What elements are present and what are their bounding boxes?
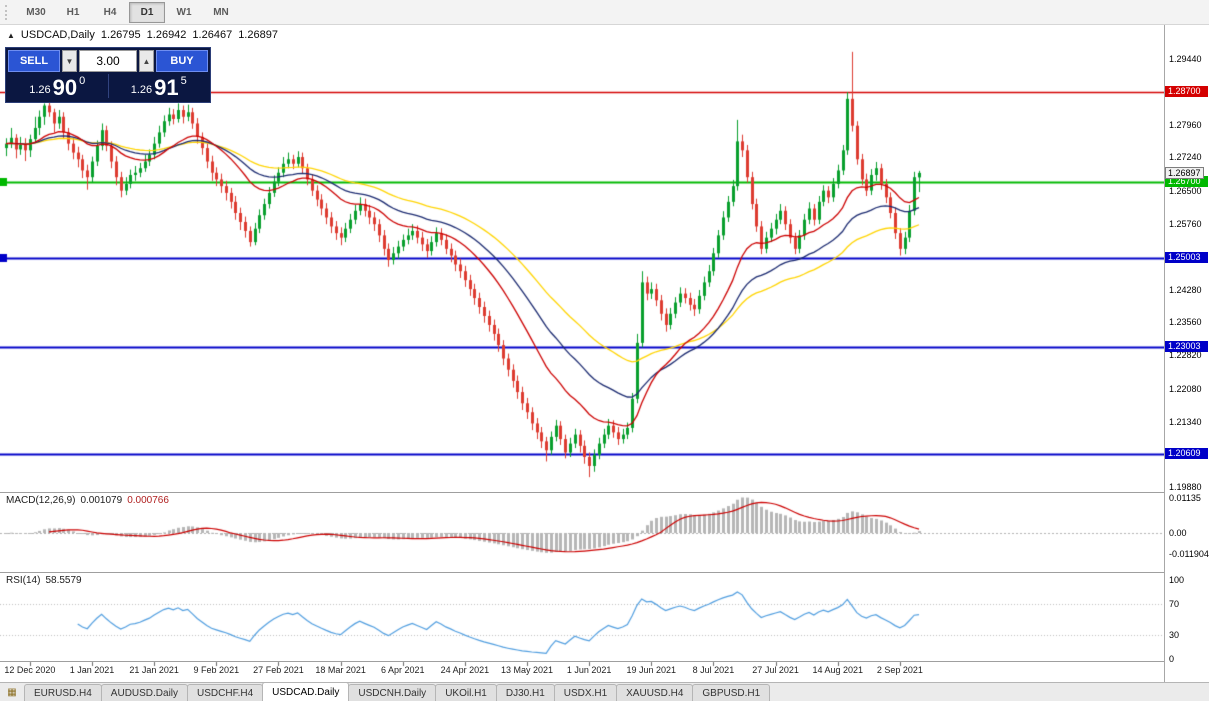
buy-price-prefix: 1.26 (130, 84, 153, 96)
timeframe-button-mn[interactable]: MN (213, 6, 229, 18)
chart-symbol-label: USDCAD,Daily (20, 29, 95, 41)
ohlc-high: 1.26942 (146, 29, 187, 41)
date-label: 13 May 2021 (500, 665, 554, 675)
price-divider (107, 74, 109, 98)
rsi-name: RSI(14) (6, 575, 41, 586)
price-scale-label: 1.19880 (1169, 482, 1202, 492)
rsi-scale-label: 100 (1169, 575, 1185, 585)
level-price-label: 1.20609 (1165, 448, 1208, 460)
tab-ukoil-h1[interactable]: UKOil.H1 (435, 684, 497, 701)
level-price-label: 1.23003 (1165, 341, 1208, 353)
macd-scale-label: 0.00 (1169, 528, 1187, 538)
timeframe-toolbar: M30 H1 H4 D1 W1 MN (0, 0, 1209, 25)
time-axis-line (0, 661, 1209, 662)
lot-size-input[interactable] (79, 50, 137, 72)
time-axis[interactable]: 12 Dec 2020 1 Jan 2021 21 Jan 2021 9 Feb 20… (0, 663, 1164, 682)
sell-price-prefix: 1.26 (29, 84, 51, 96)
rsi-indicator-label: RSI(14) 58.5579 (6, 575, 82, 586)
price-scale-label: 1.23560 (1169, 317, 1202, 328)
current-price-label: 1.26897 (1165, 166, 1204, 179)
price-scale-label: 1.29440 (1169, 54, 1202, 64)
price-chart-canvas[interactable] (0, 24, 1164, 682)
date-label: 27 Jul 2021 (752, 665, 799, 675)
sell-price-sup: 0 (79, 75, 86, 87)
timeframe-button-d1[interactable]: D1 (129, 1, 165, 23)
ohlc-open: 1.26795 (100, 29, 141, 41)
timeframe-button-m30[interactable]: M30 (26, 6, 46, 18)
tab-eurusd-h4[interactable]: EURUSD.H4 (24, 684, 102, 701)
date-label: 14 Aug 2021 (812, 665, 863, 675)
macd-main-value: 0.001079 (80, 495, 123, 506)
toolbar-drag-handle-icon[interactable] (5, 4, 12, 20)
price-scale[interactable]: 1.29440 1.27960 1.27240 1.26500 1.25760 1.242… (1165, 24, 1209, 682)
one-click-trading-panel: SELL ▼ ▲ BUY 1.26 90 0 1.26 91 5 (5, 47, 211, 103)
buy-price-sup: 5 (180, 75, 187, 87)
lot-increase-icon[interactable]: ▲ (139, 50, 154, 72)
ohlc-close: 1.26897 (238, 29, 278, 41)
date-label: 6 Apr 2021 (380, 665, 425, 675)
tab-usdx-h1[interactable]: USDX.H1 (553, 684, 618, 701)
level-price-label: 1.26700 (1165, 175, 1208, 187)
tab-gbpusd-h1[interactable]: GBPUSD.H1 (692, 684, 771, 701)
price-scale-label: 1.21340 (1169, 416, 1202, 427)
tab-usdcad-daily[interactable]: USDCAD.Daily (262, 682, 350, 701)
sell-button[interactable]: SELL (8, 50, 60, 72)
price-scale-label: 1.24280 (1169, 285, 1202, 295)
timeframe-button-w1[interactable]: W1 (176, 6, 192, 18)
date-label: 18 Mar 2021 (315, 665, 366, 675)
buy-price[interactable]: 1.26 91 5 (110, 72, 209, 100)
timeframe-button-h1[interactable]: H1 (66, 6, 80, 18)
level-price-label: 1.25003 (1165, 251, 1208, 263)
macd-signal-value: 0.000766 (127, 495, 169, 506)
date-label: 24 Apr 2021 (440, 665, 490, 675)
ohlc-low: 1.26467 (192, 29, 233, 41)
tab-audusd-daily[interactable]: AUDUSD.Daily (100, 684, 189, 701)
date-label: 1 Jan 2021 (69, 665, 115, 675)
rsi-panel-separator[interactable] (0, 572, 1209, 573)
timeframe-button-h4[interactable]: H4 (103, 6, 117, 18)
rsi-scale-label: 0 (1169, 654, 1175, 664)
price-scale-label: 1.27960 (1169, 120, 1202, 131)
macd-name: MACD(12,26,9) (6, 495, 76, 506)
price-scale-label: 1.25760 (1169, 218, 1202, 229)
rsi-value: 58.5579 (45, 575, 82, 586)
chart-window-icon: ▲ (7, 31, 15, 40)
chart-ohlc-info: ▲ USDCAD,Daily 1.26795 1.26942 1.26467 1… (7, 29, 278, 41)
tab-usdcnh-daily[interactable]: USDCNH.Daily (348, 684, 437, 701)
macd-indicator-label: MACD(12,26,9) 0.001079 0.000766 (6, 495, 169, 506)
price-scale-border (1164, 24, 1165, 682)
tab-usdchf-h4[interactable]: USDCHF.H4 (187, 684, 264, 701)
date-label: 9 Feb 2021 (193, 665, 240, 675)
macd-scale-label: 0.01135 (1169, 492, 1201, 503)
date-label: 21 Jan 2021 (129, 665, 179, 675)
price-scale-label: 1.22080 (1169, 383, 1202, 394)
price-scale-label: 1.22820 (1169, 350, 1202, 361)
date-label: 1 Jun 2021 (566, 665, 612, 675)
sell-price-big: 90 (52, 75, 78, 100)
date-label: 12 Dec 2020 (4, 665, 56, 675)
price-scale-label: 1.26500 (1169, 185, 1202, 196)
charts-list-icon[interactable]: ▦ (7, 687, 17, 698)
rsi-scale-label: 70 (1169, 598, 1180, 609)
macd-scale-label: -0.011904 (1169, 549, 1209, 560)
tab-xauusd-h4[interactable]: XAUUSD.H4 (616, 684, 694, 701)
chart-tabs-bar: ▦ EURUSD.H4 AUDUSD.Daily USDCHF.H4 USDCAD.D… (0, 682, 1209, 701)
sell-price[interactable]: 1.26 90 0 (8, 72, 107, 100)
date-label: 19 Jun 2021 (626, 665, 677, 675)
level-price-label: 1.28700 (1165, 86, 1208, 98)
rsi-scale-label: 30 (1169, 630, 1180, 641)
tab-dj30-h1[interactable]: DJ30.H1 (495, 684, 555, 701)
macd-panel-separator[interactable] (0, 492, 1209, 493)
price-scale-label: 1.27240 (1169, 152, 1202, 163)
date-label: 8 Jul 2021 (692, 665, 735, 675)
buy-button[interactable]: BUY (156, 50, 208, 72)
lot-decrease-icon[interactable]: ▼ (62, 50, 77, 72)
date-label: 27 Feb 2021 (253, 665, 304, 675)
buy-price-big: 91 (154, 75, 179, 100)
date-label: 2 Sep 2021 (876, 665, 923, 675)
